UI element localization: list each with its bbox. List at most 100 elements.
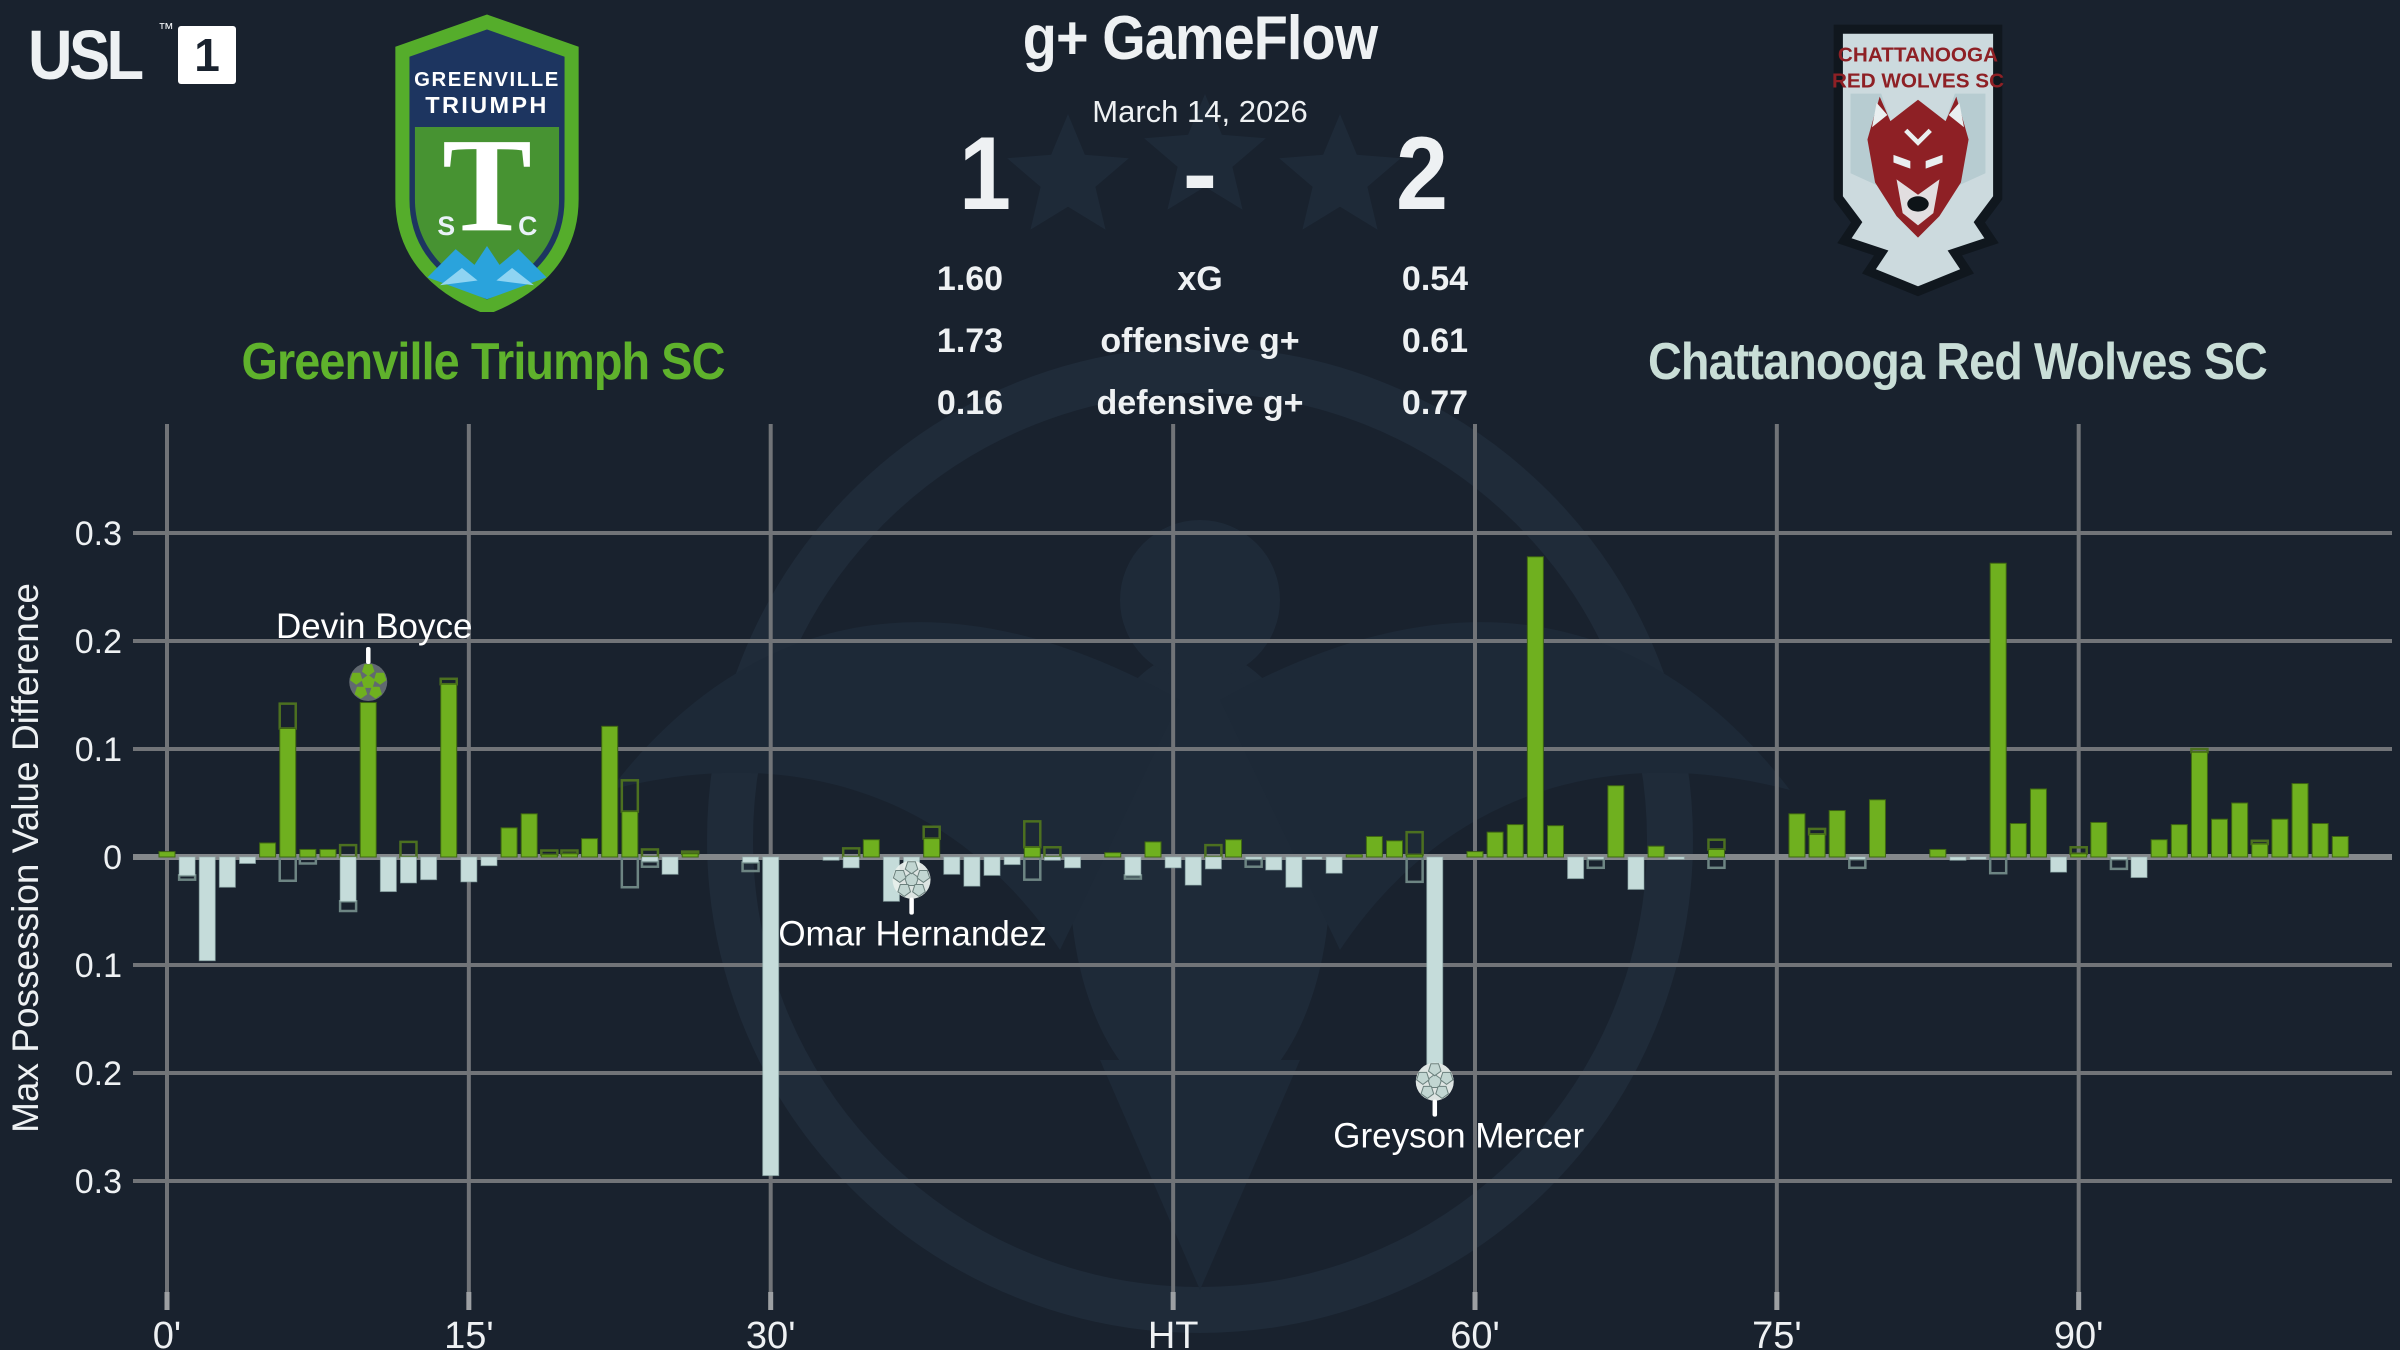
home-possession-bar: [1144, 841, 1162, 858]
home-possession-bar: [2070, 853, 2088, 858]
home-possession-bar: [2271, 818, 2289, 858]
x-tick-label: 60': [1450, 1315, 1500, 1350]
soccer-ball-icon: [916, 870, 931, 884]
home-possession-bar: [259, 842, 277, 858]
away-score: 2: [1395, 116, 1449, 232]
home-possession-bar: [2170, 824, 2188, 858]
league-eagle-watermark: [610, 347, 1790, 1333]
possession-outline-positive: [439, 677, 458, 686]
star-watermark: [1007, 114, 1129, 230]
home-possession-bar: [2009, 823, 2027, 858]
defensive-gplus-label: defensive g+: [1096, 384, 1304, 422]
away-possession-bar: [1969, 856, 1987, 860]
home-possession-bar: [2291, 783, 2309, 858]
away-possession-bar: [2110, 856, 2128, 860]
y-tick-label: 0.2: [75, 1055, 122, 1093]
home-possession-bar: [1486, 831, 1504, 858]
soccer-ball-icon: [362, 664, 375, 677]
away-possession-bar: [480, 856, 498, 867]
home-possession-bar: [2311, 823, 2329, 858]
star-watermark: [1279, 114, 1401, 230]
home-possession-bar: [1929, 848, 1947, 858]
away-possession-bar: [1204, 856, 1222, 870]
home-possession-bar: [1808, 833, 1826, 858]
soccer-ball-icon: [1420, 1085, 1435, 1100]
soccer-ball-icon: [1439, 1071, 1454, 1086]
away-possession-bar: [1245, 856, 1263, 860]
home-possession-bar: [681, 853, 699, 858]
home-possession-bar: [359, 702, 377, 858]
home-possession-bar: [2211, 818, 2229, 858]
away-possession-bar: [420, 856, 438, 881]
home-possession-bar: [1546, 825, 1564, 858]
home-possession-bar: [1828, 810, 1846, 858]
soccer-ball-icon: [350, 672, 363, 685]
possession-outline-positive: [1807, 827, 1827, 836]
away-possession-bar: [1305, 856, 1323, 860]
home-possession-bar: [1466, 851, 1484, 858]
away-possession-bar: [1064, 856, 1082, 869]
home-possession-bar: [621, 811, 639, 858]
possession-outline-negative: [338, 900, 358, 913]
away-possession-bar: [1587, 856, 1605, 860]
goal-player-label: Greyson Mercer: [1333, 1117, 1584, 1156]
xg-label: xG: [1177, 260, 1223, 298]
home-possession-bar: [158, 851, 176, 858]
soccer-ball-icon: [904, 861, 919, 875]
home-possession-bar: [601, 725, 619, 858]
home-possession-bar: [1989, 562, 2007, 858]
soccer-ball-icon: [361, 674, 376, 688]
home-possession-bar: [440, 683, 458, 858]
x-tick-label: 75': [1752, 1315, 1802, 1350]
crest-text-chattanooga: CHATTANOOGA: [1838, 43, 1998, 66]
crest-text-triumph: TRIUMPH: [425, 92, 549, 118]
crest-monogram-t: T: [442, 111, 532, 260]
away-possession-bar: [1426, 856, 1444, 1065]
away-possession-bar: [1949, 856, 1967, 861]
home-team-name: Greenville Triumph SC: [241, 333, 725, 391]
goal-player-label: Omar Hernandez: [778, 915, 1046, 954]
home-possession-bar: [1023, 846, 1041, 858]
home-possession-bar: [520, 813, 538, 858]
home-possession-bar: [279, 727, 297, 858]
x-tick-label: 0': [153, 1315, 181, 1350]
soccer-ball-icon: [892, 870, 907, 884]
crest-text-greenville: GREENVILLE: [414, 69, 560, 91]
home-xg-value: 1.60: [936, 260, 1004, 298]
possession-outline-positive: [922, 825, 941, 840]
possession-outline-negative: [278, 855, 297, 883]
home-possession-bar: [1365, 835, 1383, 858]
possession-outline-positive: [640, 848, 660, 859]
away-possession-bar: [2130, 856, 2148, 879]
home-possession-bar: [1526, 556, 1544, 858]
match-date: March 14, 2026: [1092, 94, 1308, 129]
home-possession-bar: [1647, 845, 1665, 858]
star-watermark: [1144, 94, 1266, 210]
soccer-ball-icon: [912, 884, 926, 898]
x-tick-label: 30': [746, 1315, 796, 1350]
home-possession-bar: [862, 839, 880, 858]
away-offensive-gplus-value: 0.61: [1401, 322, 1469, 360]
away-possession-bar: [238, 856, 256, 864]
possession-outline-positive: [540, 849, 559, 857]
away-possession-bar: [661, 856, 679, 875]
home-possession-bar: [1345, 854, 1363, 858]
possession-outline-negative: [1848, 857, 1867, 870]
possession-outline-negative: [640, 860, 660, 868]
home-possession-bar: [923, 838, 941, 858]
away-possession-bar: [943, 856, 961, 875]
usl-league-one-logo: USL ™ 1: [28, 20, 236, 90]
home-offensive-gplus-value: 1.73: [936, 322, 1004, 360]
usl-tier-badge: 1: [178, 26, 236, 84]
home-possession-bar: [581, 838, 599, 858]
page-title: g+ GameFlow: [1022, 4, 1378, 73]
home-possession-bar: [1104, 852, 1122, 858]
crest-letter-s: S: [437, 211, 455, 241]
goal-marker: Omar Hernandez: [778, 860, 1047, 954]
possession-outline-negative: [298, 855, 318, 865]
y-tick-label: 0.1: [75, 731, 122, 769]
home-possession-bar: [2029, 788, 2047, 858]
goal-marker: Greyson Mercer: [1333, 1062, 1585, 1156]
away-possession-bar: [983, 856, 1001, 876]
